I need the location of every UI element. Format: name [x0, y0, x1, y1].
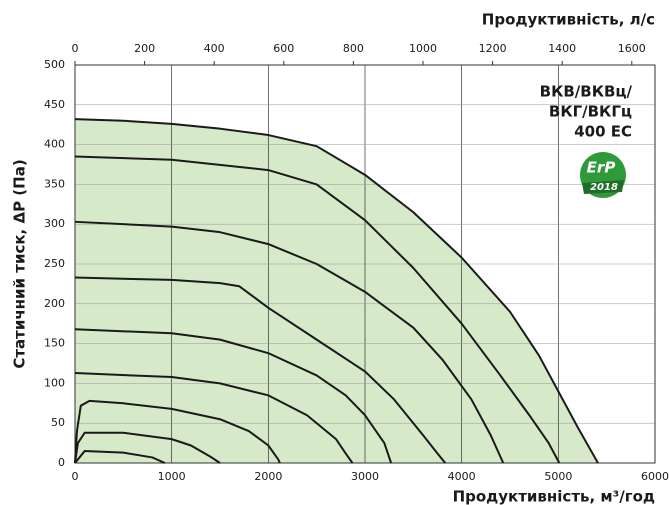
badge-year: 2018 [590, 182, 618, 193]
y-tick-label: 350 [44, 177, 65, 190]
y-tick-label: 250 [44, 257, 65, 270]
x-tick-label: 0 [72, 470, 79, 483]
x-tick-label: 6000 [641, 470, 669, 483]
curve [74, 372, 354, 464]
curve [74, 276, 447, 464]
y-tick-label: 400 [44, 138, 65, 151]
curve [74, 450, 166, 464]
x-tick-label: 1000 [158, 470, 186, 483]
y-axis-title: Статичний тиск, ΔР (Па) [11, 159, 29, 368]
product-label: 400 ЕС [574, 123, 632, 141]
x2-axis-title: Продуктивність, л/с [482, 11, 655, 29]
curve [74, 155, 561, 464]
x-axis-title: Продуктивність, м³/год [453, 488, 655, 505]
badge-band [582, 180, 624, 194]
x2-tick-label: 800 [343, 42, 364, 55]
x2-tick-label: 1200 [479, 42, 507, 55]
x2-tick-label: 1600 [618, 42, 646, 55]
operating-area [75, 119, 598, 464]
plot-frame [74, 64, 656, 464]
curve [74, 118, 599, 464]
curve [74, 220, 505, 464]
x-tick-label: 3000 [351, 470, 379, 483]
y-tick-label: 500 [44, 58, 65, 71]
y-tick-label: 150 [44, 337, 65, 350]
y-tick-label: 100 [44, 376, 65, 389]
y-tick-label: 0 [58, 456, 65, 469]
y-tick-label: 200 [44, 297, 65, 310]
y-tick-label: 450 [44, 98, 65, 111]
x2-tick-label: 200 [134, 42, 155, 55]
product-label: ВКВ/ВКВц/ [540, 83, 633, 101]
x2-tick-label: 1400 [548, 42, 576, 55]
x2-tick-label: 400 [204, 42, 225, 55]
curve [74, 431, 221, 464]
y-tick-label: 300 [44, 217, 65, 230]
x2-tick-label: 1000 [409, 42, 437, 55]
x2-tick-label: 600 [273, 42, 294, 55]
x-tick-label: 4000 [448, 470, 476, 483]
y-tick-label: 50 [51, 416, 65, 429]
curve [74, 399, 281, 464]
product-label: ВКГ/ВКГц [549, 103, 632, 121]
curve [74, 328, 393, 464]
erp-badge: ErP 2018 [580, 152, 626, 198]
x-tick-label: 2000 [254, 470, 282, 483]
x-tick-label: 5000 [544, 470, 572, 483]
x2-tick-label: 0 [72, 42, 79, 55]
badge-text: ErP [587, 159, 616, 177]
